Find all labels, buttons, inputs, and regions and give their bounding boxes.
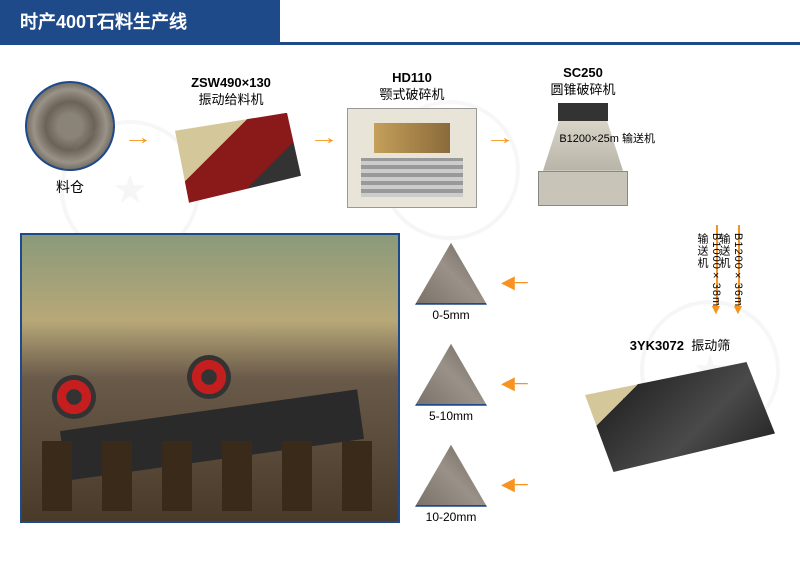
jaw-label: HD110颚式破碎机 bbox=[342, 70, 482, 104]
output-pile: 5-10mm bbox=[415, 344, 487, 423]
arrow-left-icon: ◀─ bbox=[501, 272, 528, 293]
screen-label: 3YK3072 振动筛 bbox=[580, 335, 780, 354]
silo-icon bbox=[25, 81, 115, 171]
feeder-label: ZSW490×130振动给料机 bbox=[156, 75, 306, 109]
cone-label: SC250圆锥破碎机 bbox=[518, 65, 648, 99]
frame-icon bbox=[42, 441, 382, 511]
feeder-machine: ZSW490×130振动给料机 bbox=[156, 75, 306, 203]
cone-crusher-icon bbox=[533, 103, 633, 213]
feeder-icon bbox=[161, 113, 301, 203]
arrow-right-icon: → bbox=[123, 127, 153, 150]
silo-label: 料仓 bbox=[20, 177, 120, 197]
output-pile: 0-5mm bbox=[415, 243, 487, 322]
screen-icon bbox=[585, 362, 775, 472]
output-row: 0-5mm ◀─ bbox=[415, 243, 528, 322]
arrow-down-icon: B1200×36m 输送机 bbox=[738, 225, 740, 305]
conveyor-label-1: B1200×25m 输送机 bbox=[559, 130, 655, 146]
process-flow-row: 料仓 → ZSW490×130振动给料机 → HD110颚式破碎机 → SC25… bbox=[0, 45, 800, 223]
vibrating-screen: 3YK3072 振动筛 bbox=[580, 335, 780, 472]
arrow-right-icon: → bbox=[485, 127, 515, 150]
page-title: 时产400T石料生产线 bbox=[0, 0, 280, 42]
arrow-left-icon: ◀─ bbox=[501, 474, 528, 495]
material-silo: 料仓 bbox=[20, 81, 120, 197]
pile-icon bbox=[415, 445, 487, 507]
output-pile: 10-20mm bbox=[415, 445, 487, 524]
output-row: 5-10mm ◀─ bbox=[415, 344, 528, 423]
arrow-right-icon: → bbox=[309, 127, 339, 150]
output-row: 10-20mm ◀─ bbox=[415, 445, 528, 524]
site-photo bbox=[20, 233, 400, 523]
output-sizes: 0-5mm ◀─ 5-10mm ◀─ 10-20mm ◀─ bbox=[415, 233, 528, 524]
flywheel-icon bbox=[187, 355, 231, 399]
vertical-flow-arrows: B1000×38m 输送机 B1200×36m 输送机 bbox=[716, 225, 740, 305]
flywheel-icon bbox=[52, 375, 96, 419]
pile-icon bbox=[415, 243, 487, 305]
arrow-left-icon: ◀─ bbox=[501, 373, 528, 394]
pile-icon bbox=[415, 344, 487, 406]
jaw-crusher-icon bbox=[347, 108, 477, 208]
jaw-crusher: HD110颚式破碎机 bbox=[342, 70, 482, 208]
